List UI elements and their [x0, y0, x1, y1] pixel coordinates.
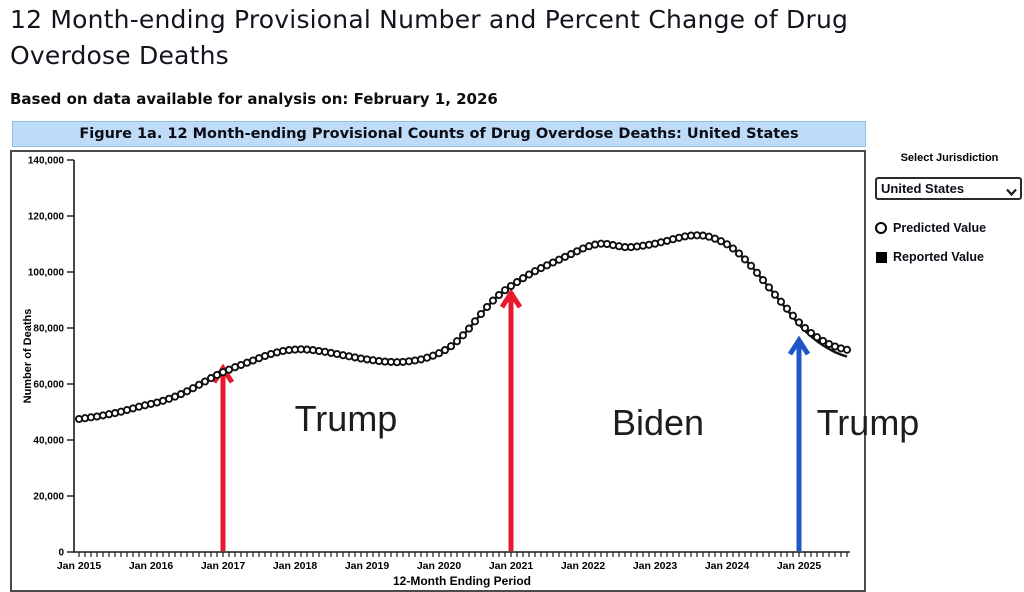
svg-text:Jan 2018: Jan 2018 — [273, 560, 318, 572]
svg-text:Jan 2017: Jan 2017 — [201, 560, 246, 572]
data-availability-note: Based on data available for analysis on:… — [10, 90, 498, 108]
svg-text:Jan 2015: Jan 2015 — [57, 560, 102, 572]
legend-label: Reported Value — [893, 250, 984, 264]
svg-text:Jan 2019: Jan 2019 — [345, 560, 390, 572]
svg-text:Jan 2023: Jan 2023 — [633, 560, 678, 572]
svg-text:20,000: 20,000 — [33, 492, 64, 503]
svg-text:60,000: 60,000 — [33, 380, 64, 391]
svg-text:100,000: 100,000 — [28, 268, 65, 279]
svg-text:Jan 2020: Jan 2020 — [417, 560, 462, 572]
svg-text:Jan 2016: Jan 2016 — [129, 560, 174, 572]
arrow-head — [499, 288, 523, 309]
svg-text:80,000: 80,000 — [33, 324, 64, 335]
svg-text:Jan 2024: Jan 2024 — [705, 560, 750, 572]
figure-title-bar: Figure 1a. 12 Month-ending Provisional C… — [12, 121, 866, 147]
legend: Predicted Value Reported Value — [875, 220, 1024, 265]
svg-text:Jan 2025: Jan 2025 — [777, 560, 822, 572]
predicted-series — [74, 231, 852, 424]
svg-text:Jan 2022: Jan 2022 — [561, 560, 606, 572]
filled-square-icon — [876, 251, 887, 263]
svg-text:Jan 2021: Jan 2021 — [489, 560, 534, 572]
legend-item-predicted: Predicted Value — [875, 220, 1024, 236]
jurisdiction-label: Select Jurisdiction — [900, 152, 999, 164]
open-circle-icon — [875, 222, 887, 234]
svg-text:120,000: 120,000 — [28, 212, 65, 223]
arrow-head — [787, 335, 811, 356]
jurisdiction-select-wrap: United States — [875, 177, 1022, 200]
legend-item-reported: Reported Value — [875, 249, 1024, 265]
chart-area: 0 20,000 40,000 60,000 80,000 100,000 120,000 1… — [10, 150, 919, 592]
svg-text:40,000: 40,000 — [33, 436, 64, 447]
chart-controls-panel: Select Jurisdiction United States Predic… — [875, 150, 1024, 278]
chart-svg: 0 20,000 40,000 60,000 80,000 100,000 120,000 1… — [22, 156, 852, 588]
svg-text:140,000: 140,000 — [28, 156, 65, 167]
axes: 0 20,000 40,000 60,000 80,000 100,000 120,000 1… — [22, 156, 850, 588]
jurisdiction-select[interactable]: United States — [875, 177, 1022, 200]
svg-text:Number of Deaths: Number of Deaths — [22, 309, 34, 404]
svg-text:0: 0 — [58, 548, 64, 559]
page-title: 12 Month-ending Provisional Number and P… — [10, 5, 849, 70]
inauguration-arrows — [211, 288, 811, 551]
svg-text:12-Month Ending Period: 12-Month Ending Period — [393, 574, 531, 588]
legend-label: Predicted Value — [893, 221, 987, 235]
